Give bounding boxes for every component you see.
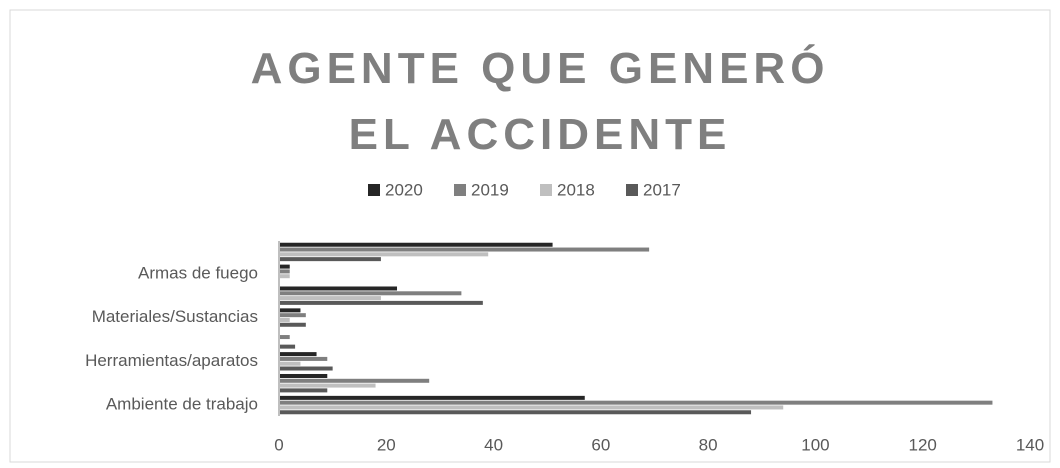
legend-label: 2018 (557, 180, 595, 199)
x-tick-label: 140 (1016, 435, 1044, 454)
legend-label: 2020 (385, 180, 423, 199)
bar (279, 317, 290, 322)
legend-swatch (368, 184, 380, 196)
x-tick-label: 80 (699, 435, 718, 454)
bar (279, 257, 381, 262)
bar (279, 395, 585, 400)
bar (279, 322, 306, 327)
bar (279, 247, 650, 252)
bar (279, 361, 301, 366)
bar (279, 296, 381, 301)
bar (279, 242, 553, 247)
legend-label: 2017 (643, 180, 681, 199)
bar (279, 356, 328, 361)
bar (279, 400, 993, 405)
bar (279, 308, 301, 313)
bar (279, 352, 317, 357)
y-tick-label: Ambiente de trabajo (106, 395, 258, 414)
chart-title: AGENTE QUE GENERÓ EL ACCIDENTE (250, 44, 830, 159)
bar (279, 405, 784, 410)
bar (279, 373, 328, 378)
bar (279, 300, 483, 305)
y-tick-label: Materiales/Sustancias (92, 307, 258, 326)
bar (279, 274, 290, 279)
x-tick-label: 40 (484, 435, 503, 454)
x-tick-label: 0 (274, 435, 283, 454)
bar (279, 291, 462, 296)
legend-swatch (454, 184, 466, 196)
y-tick-label: Herramientas/aparatos (85, 351, 258, 370)
bar (279, 313, 306, 318)
bar (279, 335, 290, 340)
x-tick-label: 20 (377, 435, 396, 454)
y-tick-label: Armas de fuego (138, 263, 258, 282)
legend-swatch (540, 184, 552, 196)
bar (279, 344, 296, 349)
bar (279, 378, 430, 383)
x-tick-label: 60 (591, 435, 610, 454)
bar (279, 269, 290, 274)
bar (279, 286, 398, 291)
bar (279, 264, 290, 269)
legend-swatch (626, 184, 638, 196)
legend-label: 2019 (471, 180, 509, 199)
chart-frame (9, 9, 1051, 463)
bar (279, 410, 752, 415)
bar (279, 366, 333, 371)
bar (279, 383, 376, 388)
bar (279, 252, 489, 257)
bar (279, 388, 328, 393)
x-tick-label: 120 (909, 435, 937, 454)
x-tick-label: 100 (801, 435, 829, 454)
